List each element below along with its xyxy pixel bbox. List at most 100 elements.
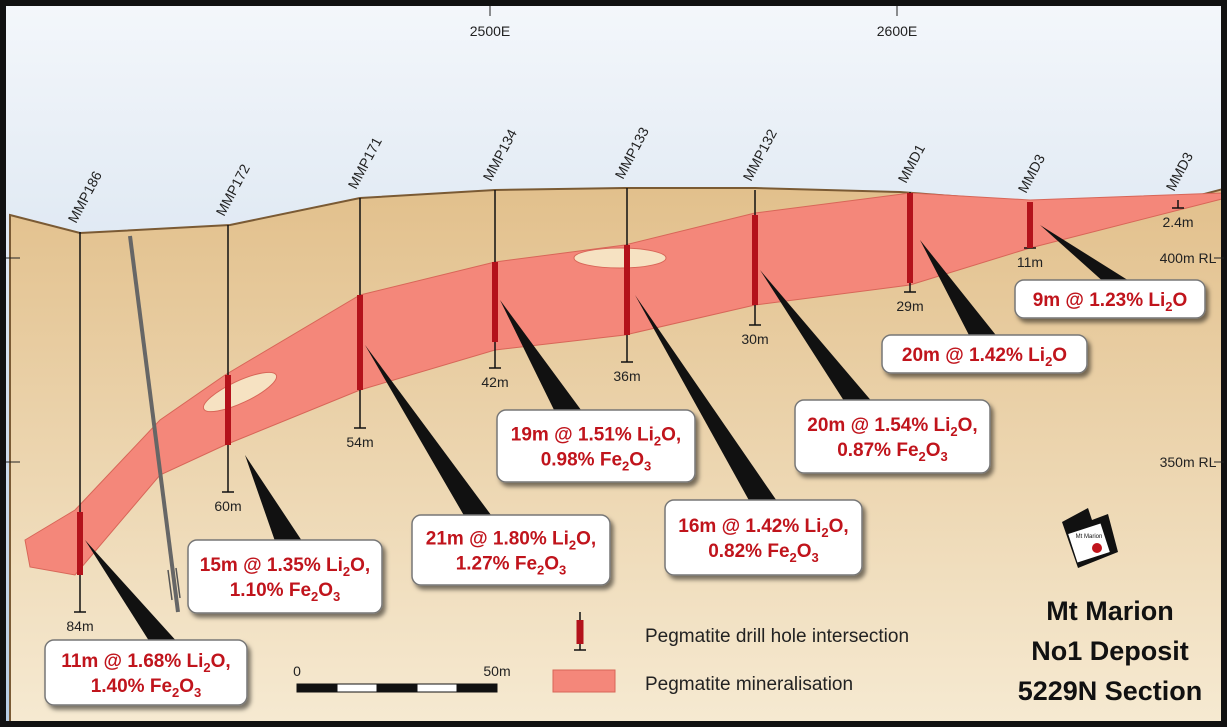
hole-depth: 60m: [214, 498, 241, 514]
hole-depth: 2.4m: [1162, 214, 1193, 230]
callout-part: 2: [311, 589, 318, 604]
callout-pointer: [1040, 225, 1134, 284]
logo-label: Mt Marion: [1076, 534, 1103, 540]
callout-part: O,: [350, 555, 370, 576]
callout-pointer: [85, 540, 179, 644]
callout-pointer: [245, 455, 304, 544]
callout-part: O,: [661, 425, 681, 446]
callout-box: [496, 409, 696, 483]
title: No1 Deposit: [1031, 636, 1189, 666]
callout-part: O: [797, 541, 812, 562]
callout-text: 16m @ 1.42% Li2O,: [678, 516, 848, 540]
callout-part: 3: [644, 459, 651, 474]
callout-part: O: [1052, 345, 1067, 366]
inclusion: [202, 371, 278, 413]
callout-pointer: [760, 270, 874, 404]
callout-part: 9m @ 1.23% Li: [1033, 290, 1166, 311]
callout-part: O: [926, 440, 941, 461]
hole-depth: 54m: [346, 434, 373, 450]
inclusion: [573, 247, 667, 269]
logo-inner: [1068, 523, 1110, 563]
callout-part: O: [179, 676, 194, 697]
callout-text: 11m @ 1.68% Li2O,: [61, 651, 230, 675]
fault-arrows: [167, 567, 181, 601]
fault: [128, 235, 180, 613]
level-label: 350m RL: [1160, 454, 1217, 470]
callout-part: 21m @ 1.80% Li: [426, 529, 569, 550]
title: 5229N Section: [1018, 676, 1203, 706]
callout-box: [44, 639, 248, 706]
callout-part: 2: [622, 459, 629, 474]
scale-label: 0: [293, 663, 301, 679]
callout-part: 2: [790, 550, 797, 565]
callout-part: 3: [941, 449, 948, 464]
easting-label: 2500E: [470, 23, 510, 39]
callout-box: [664, 499, 863, 576]
title: Mt Marion: [1046, 596, 1174, 626]
callout-part: 3: [333, 589, 340, 604]
callout-pointer: [500, 300, 584, 414]
callout-part: O,: [211, 651, 231, 672]
callout-part: 2: [172, 685, 179, 700]
scale-label: 50m: [483, 663, 510, 679]
callout-text: 19m @ 1.51% Li2O,: [511, 425, 681, 449]
callout-text: 9m @ 1.23% Li2O: [1033, 290, 1188, 314]
hole-depth: 30m: [741, 331, 768, 347]
callout-part: 0.87% Fe: [837, 440, 918, 461]
scale-segment: [376, 683, 418, 693]
callout-part: 2: [654, 434, 661, 449]
callout-part: O: [629, 450, 644, 471]
logo-dot: [1092, 543, 1102, 553]
callout-text: 20m @ 1.42% Li2O: [902, 345, 1067, 369]
callout-text: 0.82% Fe2O3: [708, 541, 819, 565]
scale-segment: [336, 683, 378, 693]
legend-swatch: [552, 669, 616, 693]
callout-part: 2: [569, 538, 576, 553]
callout-part: 3: [194, 685, 201, 700]
callout-part: 20m @ 1.54% Li: [807, 415, 950, 436]
callout-pointer: [920, 240, 999, 339]
hole-depth: 11m: [1017, 254, 1043, 270]
callout-box: [187, 539, 383, 614]
hole-depth: 42m: [481, 374, 508, 390]
callout-box: [411, 514, 611, 586]
callout-text: 0.98% Fe2O3: [541, 450, 652, 474]
callout-part: 0.82% Fe: [708, 541, 789, 562]
scale-segment: [416, 683, 458, 693]
callout-part: 16m @ 1.42% Li: [678, 516, 821, 537]
callout-part: 0.98% Fe: [541, 450, 622, 471]
callout-pointer: [365, 345, 494, 519]
callout-part: O: [1173, 290, 1188, 311]
level-label: 400m RL: [1160, 250, 1217, 266]
callout-text: 1.27% Fe2O3: [456, 554, 567, 578]
callout-text: 15m @ 1.35% Li2O,: [200, 555, 370, 579]
hole-depth: 84m: [66, 618, 93, 634]
callout-part: 1.10% Fe: [230, 580, 311, 601]
callout-text: 0.87% Fe2O3: [837, 440, 948, 464]
callout-part: 2: [203, 660, 210, 675]
callout-part: 11m @ 1.68% Li: [61, 651, 203, 672]
callout-part: 3: [559, 563, 566, 578]
hole-depth: 36m: [613, 368, 640, 384]
callout-text: 1.10% Fe2O3: [230, 580, 341, 604]
callout-box: [1014, 279, 1206, 319]
callout-box: [794, 399, 991, 474]
callout-text: 1.40% Fe2O3: [91, 676, 202, 700]
easting-label: 2600E: [877, 23, 917, 39]
callout-part: 20m @ 1.42% Li: [902, 345, 1045, 366]
callout-part: 2: [537, 563, 544, 578]
scale-segment: [456, 683, 498, 693]
callout-part: 1.40% Fe: [91, 676, 172, 697]
callout-box: [881, 334, 1088, 374]
callout-part: 2: [343, 564, 350, 579]
callout-text: 20m @ 1.54% Li2O,: [807, 415, 977, 439]
callout-part: O: [544, 554, 559, 575]
callout-part: 2: [919, 449, 926, 464]
callout-pointer: [635, 295, 779, 504]
callout-part: 1.27% Fe: [456, 554, 537, 575]
legend-label: Pegmatite drill hole intersection: [645, 626, 909, 647]
callout-part: 3: [812, 550, 819, 565]
